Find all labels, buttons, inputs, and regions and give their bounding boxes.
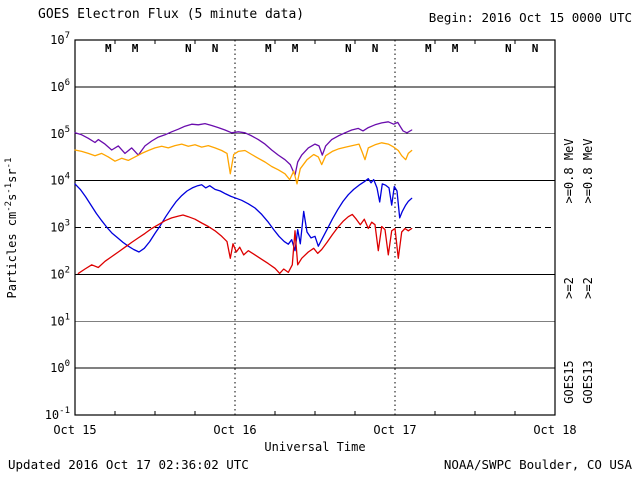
y-tick-label: 103 (50, 219, 70, 235)
satellite-marker: N (532, 42, 539, 55)
y-tick-label: 104 (50, 172, 70, 188)
satellite-marker: M (265, 42, 272, 55)
legend-label--0-8-mev: >=0.8 MeV (581, 138, 595, 203)
y-tick-label: 100 (50, 359, 70, 375)
series-goes13-2-mev (77, 213, 413, 275)
y-tick-label: 106 (50, 78, 70, 94)
y-tick-label: 107 (50, 31, 70, 47)
legend-label-goes15: GOES15 (562, 360, 576, 403)
chart-text-layer: GOES Electron Flux (5 minute data) Begin… (8, 7, 632, 472)
satellite-marker: M (425, 42, 432, 55)
satellite-marker: N (345, 42, 352, 55)
chart-canvas: M M N N M M N N M M N N 10-1 100 101 102 103 104 105 106 107… (4, 31, 595, 422)
satellite-marker: N (372, 42, 379, 55)
satellite-marker: M (132, 42, 139, 55)
satellite-marker: M (105, 42, 112, 55)
source-credit: NOAA/SWPC Boulder, CO USA (444, 457, 633, 472)
updated-timestamp: Updated 2016 Oct 17 02:36:02 UTC (8, 457, 249, 472)
satellite-marker: M (452, 42, 459, 55)
y-tick-label: 102 (50, 265, 70, 281)
y-tick-label: 105 (50, 125, 70, 141)
series-goes13-0-8-mev (74, 142, 413, 185)
legend-label--2: >=2 (581, 277, 595, 299)
begin-timestamp: Begin: 2016 Oct 15 0000 UTC (429, 10, 632, 25)
x-tick-oct18: Oct 18 (533, 423, 576, 437)
legend-label-goes13: GOES13 (581, 360, 595, 403)
satellite-marker: N (185, 42, 192, 55)
satellite-marker: N (505, 42, 512, 55)
y-axis-label: Particles cm-2s-1sr-1 (4, 158, 19, 299)
legend-label--2: >=2 (562, 277, 576, 299)
series-goes15-2-mev (74, 178, 413, 253)
satellite-marker: N (212, 42, 219, 55)
y-tick-label: 10-1 (45, 406, 70, 422)
satellite-marker: M (292, 42, 299, 55)
page-title: GOES Electron Flux (5 minute data) (38, 7, 304, 22)
y-tick-label: 101 (50, 312, 70, 328)
legend-label--0-8-mev: >=0.8 MeV (562, 138, 576, 203)
x-tick-oct15: Oct 15 (53, 423, 96, 437)
x-axis-label: Universal Time (264, 440, 365, 454)
x-tick-oct17: Oct 17 (373, 423, 416, 437)
series-goes15-0-8-mev (74, 121, 413, 176)
x-tick-oct16: Oct 16 (213, 423, 256, 437)
